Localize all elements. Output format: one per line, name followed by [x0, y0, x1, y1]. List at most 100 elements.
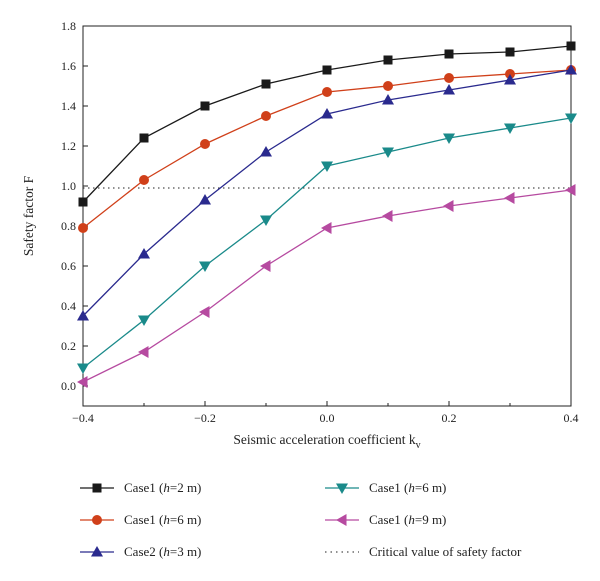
data-point: [261, 79, 271, 89]
legend-item: Case1 (h=2 m): [80, 478, 201, 498]
legend-label: Case1 (h=9 m): [369, 512, 446, 528]
data-point: [200, 101, 210, 111]
legend-marker: [336, 483, 348, 494]
data-point: [77, 363, 89, 374]
legend-label-prefix: Case2 (: [124, 544, 164, 559]
data-point: [321, 161, 333, 172]
legend-label-variable: h: [408, 512, 415, 527]
data-point: [200, 139, 210, 149]
y-tick-label: 1.6: [61, 59, 76, 73]
legend-label: Case1 (h=2 m): [124, 480, 201, 496]
y-axis-label: Safety factor F: [21, 175, 36, 256]
legend-label: Case2 (h=3 m): [124, 544, 201, 560]
legend-label: Case1 (h=6 m): [369, 480, 446, 496]
y-tick-label: 1.2: [61, 139, 76, 153]
legend-marker: [336, 514, 347, 526]
y-tick-label: 0.4: [61, 299, 76, 313]
legend-label-prefix: Case1 (: [369, 480, 409, 495]
legend-swatch: [325, 483, 359, 494]
plot-frame: [82, 25, 572, 407]
legend-label: Critical value of safety factor: [369, 544, 522, 559]
y-tick-label: 1.4: [61, 99, 76, 113]
x-tick-label: 0.0: [320, 411, 335, 425]
series-3: [77, 64, 577, 321]
series-4: [77, 113, 577, 374]
legend-item: Case1 (h=6 m): [325, 478, 446, 498]
data-point: [139, 133, 149, 143]
legend-marker: [91, 546, 103, 557]
data-point: [138, 248, 150, 259]
legend-swatch: [325, 551, 359, 553]
data-point: [78, 197, 88, 207]
legend-label: Case1 (h=6 m): [124, 512, 201, 528]
legend-label-suffix: =6 m): [169, 512, 202, 527]
data-point: [260, 260, 271, 272]
data-point: [199, 306, 210, 318]
data-point: [566, 41, 576, 51]
legend-label-variable: h: [163, 512, 170, 527]
data-point: [504, 74, 516, 85]
x-tick-label: 0.4: [564, 411, 579, 425]
data-point: [322, 65, 332, 75]
series-1: [78, 41, 576, 207]
y-tick-label: 0.2: [61, 339, 76, 353]
data-point: [78, 223, 88, 233]
legend-label-variable: h: [408, 480, 415, 495]
series-5: [77, 184, 576, 388]
data-point: [261, 111, 271, 121]
legend-item-reference: Critical value of safety factor: [325, 542, 521, 562]
x-tick-label: 0.2: [442, 411, 457, 425]
series-line: [82, 189, 572, 383]
data-point: [443, 84, 455, 95]
data-point: [138, 346, 149, 358]
data-point: [139, 175, 149, 185]
data-point: [199, 261, 211, 272]
data-point: [444, 73, 454, 83]
data-point: [199, 194, 211, 205]
legend-label-variable: h: [163, 544, 170, 559]
y-tick-label: 1.8: [61, 19, 76, 33]
legend-label-prefix: Case1 (: [369, 512, 409, 527]
data-point: [138, 315, 150, 326]
data-point: [77, 376, 88, 388]
legend-item: Case1 (h=6 m): [80, 510, 201, 530]
data-point: [321, 222, 332, 234]
x-axis-label-subscript: v: [416, 440, 421, 451]
data-point: [565, 184, 576, 196]
legend-swatch: [80, 546, 114, 557]
data-point: [321, 108, 333, 119]
data-point: [565, 113, 577, 124]
data-point: [443, 200, 454, 212]
data-point: [260, 215, 272, 226]
legend-label-prefix: Case1 (: [124, 480, 164, 495]
legend-marker: [92, 483, 102, 493]
data-point: [504, 192, 515, 204]
data-point: [383, 55, 393, 65]
y-tick-label: 1.0: [61, 179, 76, 193]
chart-plot: 0.0 0.2 0.4 0.6 0.8 1.0 1.2 1.4 1.6 1.8 −0.4 −0.2 0.…: [21, 19, 579, 451]
data-point: [382, 94, 394, 105]
y-tick-label: 0.6: [61, 259, 76, 273]
legend-swatch: [80, 515, 114, 525]
data-point: [322, 87, 332, 97]
legend-label-suffix: =3 m): [169, 544, 202, 559]
data-point: [77, 310, 89, 321]
y-tick-label: 0.0: [61, 379, 76, 393]
data-point: [505, 47, 515, 57]
legend-swatch: [80, 483, 114, 493]
legend-swatch: [325, 514, 359, 526]
legend-item: Case2 (h=3 m): [80, 542, 201, 562]
legend-label-suffix: =9 m): [414, 512, 447, 527]
x-tick-label: −0.4: [72, 411, 94, 425]
legend-label-variable: h: [163, 480, 170, 495]
series-2: [78, 65, 576, 233]
x-axis-label-text: Seismic acceleration coefficient k: [233, 432, 416, 447]
data-point: [443, 133, 455, 144]
data-point: [565, 64, 577, 75]
data-point: [383, 81, 393, 91]
data-point: [444, 49, 454, 59]
x-tick-label: −0.2: [194, 411, 216, 425]
legend-label-prefix: Case1 (: [124, 512, 164, 527]
x-axis-label: Seismic acceleration coefficient kv: [233, 432, 420, 451]
data-point: [504, 123, 516, 134]
